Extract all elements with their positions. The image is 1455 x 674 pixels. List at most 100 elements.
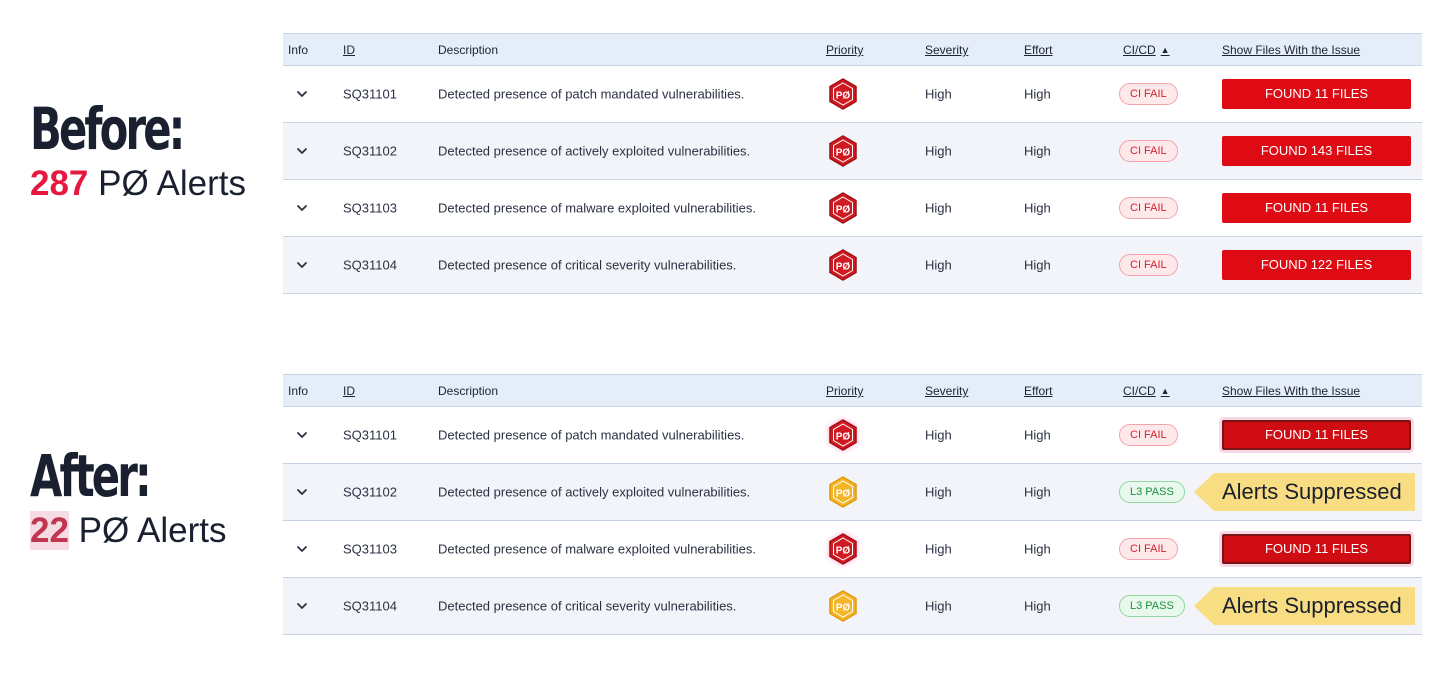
cicd-status-badge: CI FAIL [1119, 424, 1178, 446]
row-severity: High [925, 484, 952, 500]
priority-hexagon-badge-icon: PØ [828, 590, 858, 622]
col-info: Info [288, 43, 309, 57]
col-cicd[interactable]: CI/CD ▲ [1123, 384, 1170, 398]
after-table: Info ID Description Priority Severity Ef… [283, 374, 1422, 635]
col-effort[interactable]: Effort [1024, 384, 1053, 398]
col-priority[interactable]: Priority [826, 384, 864, 398]
col-severity[interactable]: Severity [925, 43, 969, 57]
sort-ascending-icon: ▲ [1160, 45, 1170, 55]
svg-text:PØ: PØ [836, 205, 851, 216]
priority-hexagon-badge-icon: PØ [828, 78, 858, 110]
table-row[interactable]: SQ31101 Detected presence of patch mandat… [283, 66, 1422, 123]
row-description: Detected presence of malware exploited v… [438, 200, 756, 216]
chevron-down-icon[interactable] [295, 428, 309, 442]
row-severity: High [925, 86, 952, 102]
priority-hexagon-badge-icon: PØ [828, 533, 858, 565]
chevron-down-icon[interactable] [295, 542, 309, 556]
row-id: SQ31101 [343, 86, 397, 102]
priority-hexagon-badge-icon: PØ [828, 476, 858, 508]
alerts-suppressed-tag: Alerts Suppressed [1194, 587, 1415, 625]
svg-text:PØ: PØ [836, 546, 851, 557]
svg-text:PØ: PØ [836, 489, 851, 500]
col-cicd-label: CI/CD [1123, 43, 1156, 57]
chevron-down-icon[interactable] [295, 258, 309, 272]
svg-text:PØ: PØ [836, 148, 851, 159]
table-header: Info ID Description Priority Severity Ef… [283, 374, 1422, 407]
before-alert-count: 287 PØ Alerts [30, 164, 246, 204]
table-row[interactable]: SQ31101 Detected presence of patch mandat… [283, 407, 1422, 464]
col-cicd[interactable]: CI/CD ▲ [1123, 43, 1170, 57]
row-id: SQ31104 [343, 257, 397, 273]
chevron-down-icon[interactable] [295, 144, 309, 158]
chevron-down-icon[interactable] [295, 87, 309, 101]
col-severity[interactable]: Severity [925, 384, 969, 398]
svg-text:PØ: PØ [836, 603, 851, 614]
row-description: Detected presence of actively exploited … [438, 484, 751, 500]
row-description: Detected presence of critical severity v… [438, 598, 737, 614]
row-severity: High [925, 598, 952, 614]
svg-text:PØ: PØ [836, 91, 851, 102]
row-effort: High [1024, 257, 1051, 273]
show-files-button[interactable]: FOUND 11 FILES [1222, 79, 1411, 109]
before-heading: Before: [30, 95, 185, 163]
show-files-button[interactable]: FOUND 122 FILES [1222, 250, 1411, 280]
row-effort: High [1024, 427, 1051, 443]
col-id[interactable]: ID [343, 43, 355, 57]
table-row[interactable]: SQ31103 Detected presence of malware expl… [283, 180, 1422, 237]
show-files-button[interactable]: FOUND 11 FILES [1222, 534, 1411, 564]
row-severity: High [925, 200, 952, 216]
after-heading: After: [30, 442, 152, 510]
row-id: SQ31102 [343, 484, 397, 500]
table-row[interactable]: SQ31102 Detected presence of actively exp… [283, 464, 1422, 521]
row-effort: High [1024, 86, 1051, 102]
table-header: Info ID Description Priority Severity Ef… [283, 33, 1422, 66]
row-severity: High [925, 541, 952, 557]
chevron-down-icon[interactable] [295, 485, 309, 499]
svg-text:PØ: PØ [836, 432, 851, 443]
row-effort: High [1024, 598, 1051, 614]
table-row[interactable]: SQ31102 Detected presence of actively exp… [283, 123, 1422, 180]
col-cicd-label: CI/CD [1123, 384, 1156, 398]
table-row[interactable]: SQ31104 Detected presence of critical sev… [283, 237, 1422, 294]
chevron-down-icon[interactable] [295, 599, 309, 613]
col-effort[interactable]: Effort [1024, 43, 1053, 57]
col-id[interactable]: ID [343, 384, 355, 398]
cicd-status-badge: CI FAIL [1119, 538, 1178, 560]
row-description: Detected presence of critical severity v… [438, 257, 737, 273]
before-table: Info ID Description Priority Severity Ef… [283, 33, 1422, 294]
show-files-button[interactable]: FOUND 11 FILES [1222, 420, 1411, 450]
row-id: SQ31104 [343, 598, 397, 614]
col-files[interactable]: Show Files With the Issue [1222, 384, 1361, 398]
cicd-status-badge: CI FAIL [1119, 140, 1178, 162]
row-effort: High [1024, 200, 1051, 216]
row-effort: High [1024, 484, 1051, 500]
row-id: SQ31103 [343, 200, 397, 216]
cicd-status-badge: L3 PASS [1119, 481, 1185, 503]
after-table-body: SQ31101 Detected presence of patch mandat… [283, 407, 1422, 635]
row-description: Detected presence of patch mandated vuln… [438, 427, 745, 443]
col-files[interactable]: Show Files With the Issue [1222, 43, 1361, 57]
priority-hexagon-badge-icon: PØ [828, 135, 858, 167]
col-info: Info [288, 384, 309, 398]
row-effort: High [1024, 143, 1051, 159]
chevron-down-icon[interactable] [295, 201, 309, 215]
svg-text:PØ: PØ [836, 262, 851, 273]
table-row[interactable]: SQ31103 Detected presence of malware expl… [283, 521, 1422, 578]
row-severity: High [925, 257, 952, 273]
row-description: Detected presence of patch mandated vuln… [438, 86, 745, 102]
after-label: After: 22 PØ Alerts [30, 447, 227, 551]
alerts-suppressed-label: Alerts Suppressed [1222, 479, 1402, 504]
alerts-suppressed-tag: Alerts Suppressed [1194, 473, 1415, 511]
row-description: Detected presence of malware exploited v… [438, 541, 756, 557]
row-effort: High [1024, 541, 1051, 557]
before-table-body: SQ31101 Detected presence of patch mandat… [283, 66, 1422, 294]
priority-hexagon-badge-icon: PØ [828, 192, 858, 224]
after-alert-count: 22 PØ Alerts [30, 511, 227, 551]
col-priority[interactable]: Priority [826, 43, 864, 57]
show-files-button[interactable]: FOUND 143 FILES [1222, 136, 1411, 166]
table-row[interactable]: SQ31104 Detected presence of critical sev… [283, 578, 1422, 635]
row-description: Detected presence of actively exploited … [438, 143, 751, 159]
cicd-status-badge: L3 PASS [1119, 595, 1185, 617]
show-files-button[interactable]: FOUND 11 FILES [1222, 193, 1411, 223]
col-description: Description [438, 384, 499, 398]
